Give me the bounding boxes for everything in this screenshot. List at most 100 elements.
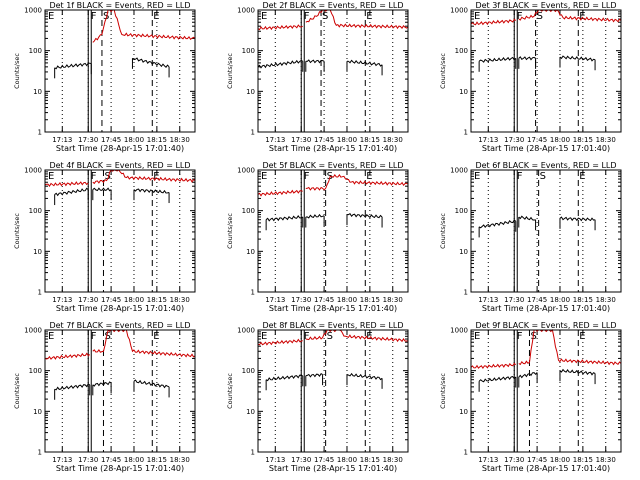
plot-frame (470, 9, 622, 133)
x-axis-title: Start Time (28-Apr-15 17:01:40) (269, 464, 397, 473)
event-marker-label: S (103, 11, 109, 22)
plot-frame (44, 9, 196, 133)
x-tick-label: 18:00 (124, 456, 144, 464)
events-rate-line (54, 383, 90, 391)
y-tick-label: 1 (464, 289, 468, 297)
panel-title: Det 5f BLACK = Events, RED = LLD (262, 161, 403, 170)
x-tick-label: 17:45 (314, 136, 334, 144)
y-tick-label: 1 (38, 289, 42, 297)
event-marker-label: F (91, 331, 97, 342)
lld-rate-line (257, 338, 303, 346)
lld-rate-line (92, 329, 196, 358)
x-tick-label: 17:13 (265, 136, 285, 144)
y-tick-label: 1 (464, 449, 468, 457)
x-axis-title: Start Time (28-Apr-15 17:01:40) (269, 304, 397, 313)
event-marker-label: S (327, 331, 333, 342)
panel-title: Det 9f BLACK = Events, RED = LLD (475, 321, 616, 330)
detector-panel: Det 9f BLACK = Events, RED = LLD Start Ti… (439, 321, 622, 473)
event-marker-label: F (517, 171, 523, 182)
event-marker-label: S (322, 11, 328, 22)
y-tick-label: 100 (455, 207, 468, 215)
x-tick-label: 18:00 (337, 136, 357, 144)
detector-panel: Det 3f BLACK = Events, RED = LLD Start Ti… (439, 1, 622, 153)
y-tick-label: 1 (251, 289, 255, 297)
y-tick-label: 10 (246, 408, 255, 416)
y-tick-label: 1000 (450, 327, 468, 335)
x-tick-label: 18:00 (550, 456, 570, 464)
y-tick-label: 1000 (237, 327, 255, 335)
y-axis-title: Counts/sec (226, 53, 234, 89)
y-tick-label: 100 (29, 207, 42, 215)
events-rate-line (559, 368, 596, 376)
x-tick-label: 18:00 (337, 296, 357, 304)
x-tick-label: 17:45 (527, 456, 547, 464)
panel-title: Det 2f BLACK = Events, RED = LLD (262, 1, 403, 10)
events-rate-line (478, 376, 517, 383)
x-tick-label: 17:30 (504, 136, 524, 144)
x-tick-label: 18:00 (124, 136, 144, 144)
event-marker-label: E (474, 171, 480, 182)
events-rate-line (92, 381, 112, 387)
detector-panel: Det 7f BLACK = Events, RED = LLD Start Ti… (13, 321, 196, 473)
plot-frame (470, 169, 622, 293)
x-tick-label: 18:30 (170, 296, 190, 304)
detector-panel: Det 4f BLACK = Events, RED = LLD Start Ti… (13, 161, 196, 313)
y-tick-label: 10 (459, 408, 468, 416)
event-marker-label: S (537, 11, 543, 22)
x-tick-label: 18:15 (147, 456, 167, 464)
y-tick-label: 1000 (24, 7, 42, 15)
panel-title: Det 7f BLACK = Events, RED = LLD (49, 321, 190, 330)
y-axis-title: Counts/sec (13, 373, 21, 409)
y-tick-label: 10 (459, 248, 468, 256)
event-marker-label: E (48, 331, 54, 342)
y-axis-title: Counts/sec (13, 53, 21, 89)
event-marker-label: E (579, 331, 585, 342)
plot-frame (257, 169, 409, 293)
y-tick-label: 10 (246, 88, 255, 96)
event-marker-label: E (579, 11, 585, 22)
x-tick-label: 17:30 (78, 136, 98, 144)
lld-rate-line (470, 18, 517, 26)
panel-title: Det 3f BLACK = Events, RED = LLD (475, 1, 616, 10)
x-axis-title: Start Time (28-Apr-15 17:01:40) (56, 464, 184, 473)
x-tick-label: 17:30 (291, 296, 311, 304)
y-tick-label: 100 (242, 207, 255, 215)
lld-rate-line (44, 352, 91, 360)
x-tick-label: 17:13 (478, 456, 498, 464)
event-marker-label: F (91, 171, 97, 182)
events-rate-line (478, 219, 516, 229)
x-tick-label: 18:00 (337, 456, 357, 464)
detector-panel: Det 2f BLACK = Events, RED = LLD Start Ti… (226, 1, 409, 153)
events-rate-line (92, 187, 112, 192)
y-tick-label: 1000 (237, 7, 255, 15)
y-axis-title: Counts/sec (226, 213, 234, 249)
event-marker-label: F (304, 331, 310, 342)
x-tick-label: 17:30 (78, 296, 98, 304)
events-rate-line (132, 57, 170, 68)
event-marker-label: E (261, 171, 267, 182)
panel-title: Det 4f BLACK = Events, RED = LLD (49, 161, 190, 170)
y-tick-label: 1 (38, 129, 42, 137)
detector-panel: Det 8f BLACK = Events, RED = LLD Start Ti… (226, 321, 409, 473)
detector-panel: Det 5f BLACK = Events, RED = LLD Start Ti… (226, 161, 409, 313)
x-tick-label: 17:45 (527, 136, 547, 144)
x-tick-label: 17:45 (101, 456, 121, 464)
y-tick-label: 1000 (450, 7, 468, 15)
x-tick-label: 18:30 (596, 456, 616, 464)
x-tick-label: 17:30 (291, 456, 311, 464)
lld-rate-line (92, 169, 196, 185)
detector-panel: Det 1f BLACK = Events, RED = LLD Start Ti… (13, 1, 196, 153)
x-tick-label: 18:15 (573, 296, 593, 304)
y-tick-label: 1000 (237, 167, 255, 175)
x-tick-label: 18:30 (596, 296, 616, 304)
x-tick-label: 18:00 (124, 296, 144, 304)
x-axis-title: Start Time (28-Apr-15 17:01:40) (269, 144, 397, 153)
x-tick-label: 18:15 (360, 456, 380, 464)
events-rate-line (559, 55, 596, 62)
event-marker-label: F (517, 11, 523, 22)
x-tick-label: 18:15 (360, 136, 380, 144)
event-marker-label: S (104, 331, 110, 342)
event-marker-label: F (91, 11, 97, 22)
y-axis-title: Counts/sec (439, 213, 447, 249)
event-marker-label: E (366, 11, 372, 22)
